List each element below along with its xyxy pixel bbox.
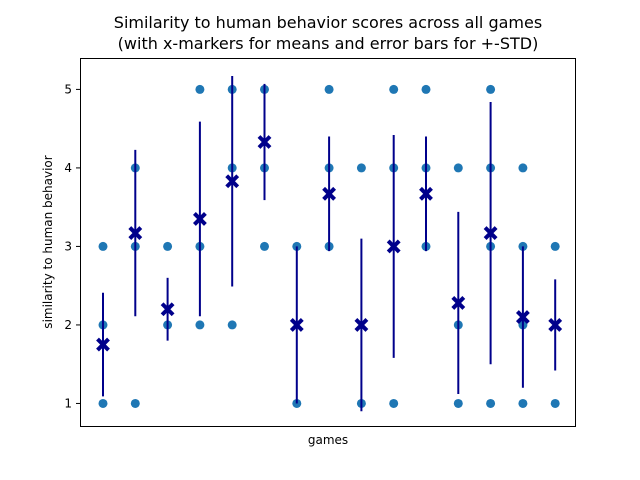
score-point-game5-1	[227, 320, 237, 330]
score-point-game12-1	[453, 398, 463, 408]
x-axis-label: games	[308, 433, 348, 447]
chart-title-line1: Similarity to human behavior scores acro…	[114, 13, 542, 32]
score-point-game1-3	[98, 241, 108, 251]
score-point-game15-2	[550, 241, 560, 251]
mean-marker-game5	[225, 174, 240, 189]
score-point-game9-2	[356, 163, 366, 173]
chart-title-line2: (with x-markers for means and error bars…	[118, 34, 539, 53]
score-point-game10-3	[389, 84, 399, 94]
mean-marker-game8	[322, 186, 337, 201]
mean-marker-game6	[257, 135, 272, 149]
mean-marker-game12	[451, 296, 466, 310]
y-tick-label-2: 3	[64, 239, 72, 253]
mean-marker-game1	[96, 337, 110, 352]
y-tick-label-3: 4	[64, 161, 72, 175]
score-point-game14-1	[518, 398, 528, 408]
plot-area	[96, 76, 563, 412]
mean-marker-game7	[289, 318, 304, 332]
y-tick-label-1: 2	[64, 318, 72, 332]
mean-marker-game15	[548, 318, 563, 332]
score-point-game6-1	[260, 241, 269, 251]
y-axis-label: similarity to human behavior	[41, 155, 55, 328]
score-point-game8-3	[324, 84, 334, 94]
score-point-game14-4	[518, 163, 528, 173]
score-point-game15-1	[550, 398, 560, 408]
score-point-game12-3	[453, 163, 463, 173]
score-point-game13-4	[486, 84, 496, 94]
score-point-game1-1	[98, 398, 108, 408]
score-point-game10-1	[389, 398, 399, 408]
y-axis: 1 2 3 4 5	[64, 82, 80, 410]
mean-marker-game9	[354, 318, 369, 332]
score-point-game2-1	[130, 398, 140, 408]
mean-marker-game11	[419, 186, 433, 201]
y-tick-label-4: 5	[64, 82, 72, 96]
score-point-game4-3	[195, 84, 205, 94]
mean-marker-game14	[515, 310, 530, 324]
mean-marker-game13	[483, 226, 498, 240]
score-point-game11-3	[421, 84, 431, 94]
mean-marker-game3	[160, 302, 175, 317]
score-point-game3-2	[163, 241, 173, 251]
mean-marker-game2	[128, 226, 143, 240]
mean-marker-game10	[386, 239, 401, 254]
mean-marker-game4	[192, 212, 207, 226]
score-point-game4-1	[195, 320, 205, 330]
y-tick-label-0: 1	[64, 396, 72, 410]
axes-frame	[80, 58, 576, 427]
score-point-game13-1	[486, 398, 496, 408]
